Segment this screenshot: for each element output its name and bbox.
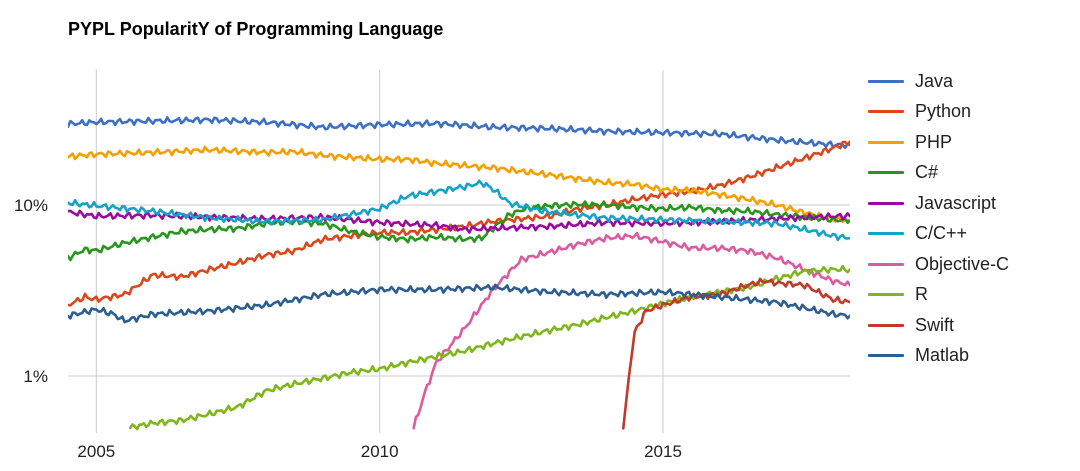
- legend-swatch: [868, 323, 904, 327]
- series-layer: [68, 116, 850, 431]
- legend-item-swift[interactable]: Swift: [868, 310, 1009, 341]
- legend-item-objective-c[interactable]: Objective-C: [868, 249, 1009, 280]
- legend-label: Objective-C: [915, 253, 1010, 274]
- legend-item-javascript[interactable]: Javascript: [868, 188, 1009, 219]
- legend-item-python[interactable]: Python: [868, 97, 1009, 128]
- legend-swatch: [868, 232, 904, 236]
- series-line-javascript: [68, 209, 850, 234]
- legend-swatch: [868, 79, 904, 83]
- series-line-c: [68, 200, 850, 262]
- series-line-swift: [622, 277, 850, 430]
- legend-label: PHP: [915, 131, 953, 152]
- legend-item-matlab[interactable]: Matlab: [868, 341, 1009, 372]
- legend-swatch: [868, 140, 904, 144]
- legend-label: C#: [915, 162, 939, 183]
- legend-swatch: [868, 110, 904, 114]
- legend-label: Matlab: [915, 345, 970, 366]
- legend: Java Python PHP C# Javascript C/C++ Objective-…: [868, 66, 1009, 371]
- x-tick-label-2015: 2015: [644, 442, 682, 461]
- series-line-objective-c: [412, 231, 850, 430]
- legend-item-r[interactable]: R: [868, 280, 1009, 311]
- series-line-php: [68, 145, 850, 224]
- legend-item-c[interactable]: C#: [868, 158, 1009, 189]
- x-tick-label-2005: 2005: [77, 442, 115, 461]
- legend-item-c-c[interactable]: C/C++: [868, 219, 1009, 250]
- legend-item-php[interactable]: PHP: [868, 127, 1009, 158]
- legend-label: C/C++: [915, 223, 968, 244]
- legend-label: Swift: [915, 314, 955, 335]
- y-tick-label-1pct: 1%: [23, 367, 48, 386]
- legend-label: Python: [915, 101, 972, 122]
- legend-swatch: [868, 262, 904, 266]
- legend-swatch: [868, 354, 904, 358]
- legend-label: Javascript: [915, 192, 997, 213]
- grid-layer: [68, 70, 850, 433]
- legend-label: Java: [915, 70, 954, 91]
- legend-swatch: [868, 293, 904, 297]
- series-line-java: [68, 116, 850, 150]
- axis-layer: 2005 2010 2015 10% 1%: [14, 196, 682, 461]
- y-tick-label-10pct: 10%: [14, 196, 48, 215]
- legend-swatch: [868, 201, 904, 205]
- legend-swatch: [868, 171, 904, 175]
- chart-title: PYPL PopularitY of Programming Language: [68, 19, 444, 39]
- x-tick-label-2010: 2010: [361, 442, 399, 461]
- legend-item-java[interactable]: Java: [868, 66, 1009, 97]
- series-line-c-c: [68, 179, 850, 242]
- legend-label: R: [915, 284, 928, 305]
- series-line-matlab: [68, 283, 850, 324]
- series-line-python: [68, 140, 850, 307]
